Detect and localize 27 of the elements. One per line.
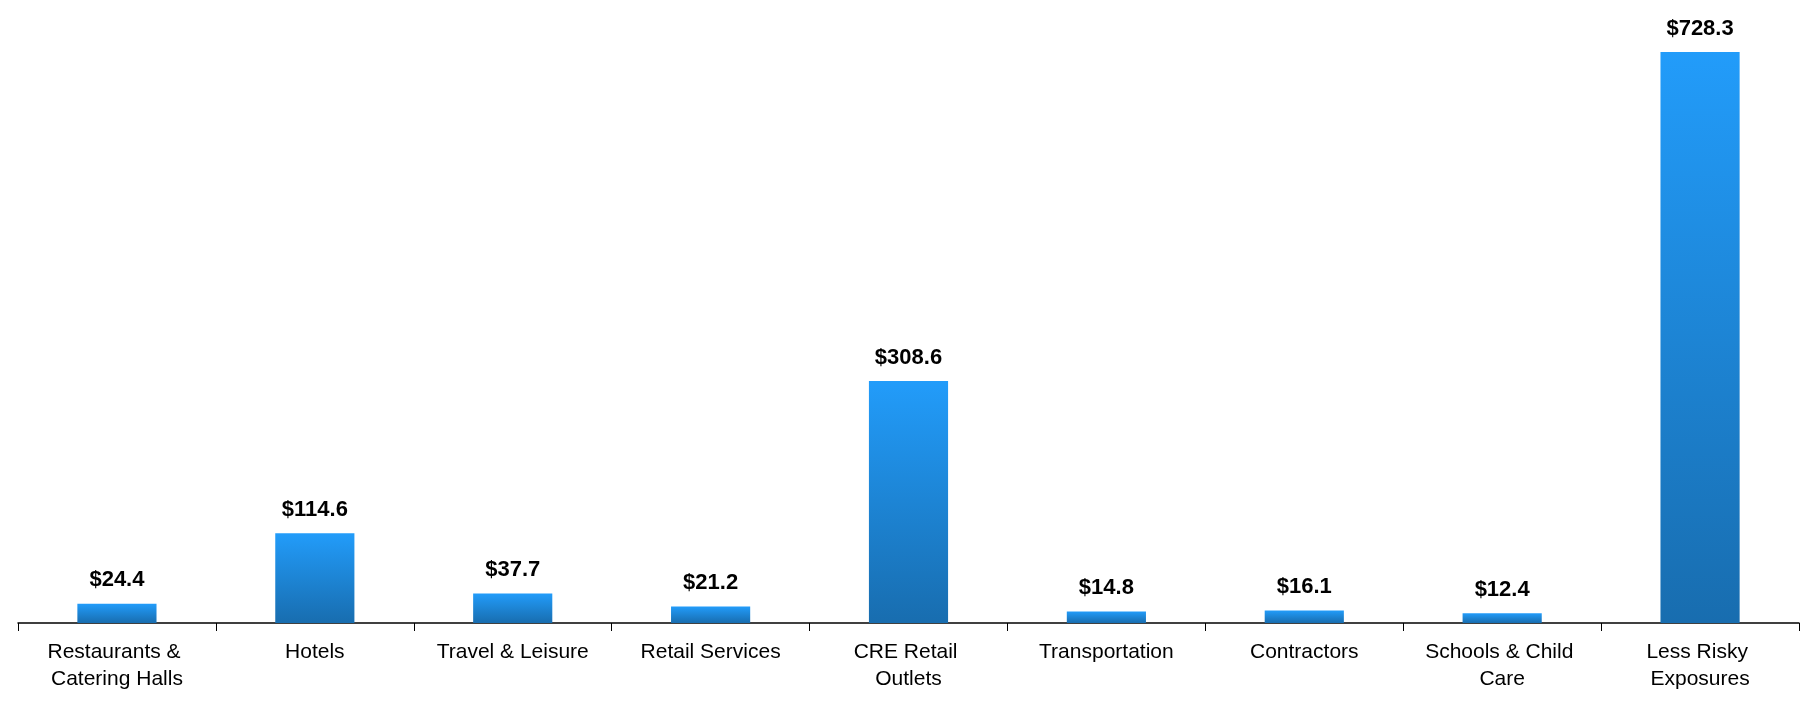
bar	[671, 606, 751, 623]
x-tick-label: Contractors	[1250, 639, 1359, 662]
data-label: $16.1	[1276, 572, 1332, 598]
data-label: $24.4	[89, 566, 146, 592]
x-tick-label: CRE Retail Outlets	[853, 639, 964, 689]
data-label: $14.8	[1078, 573, 1134, 599]
data-label: $37.7	[485, 555, 541, 581]
data-label: $728.3	[1666, 14, 1734, 40]
bar	[868, 381, 949, 623]
data-label: $12.4	[1474, 575, 1531, 601]
x-tick-label: Hotels	[285, 639, 345, 662]
data-label: $21.2	[683, 568, 739, 594]
bar	[1660, 52, 1740, 623]
x-tick-label: Travel & Leisure	[436, 639, 589, 662]
x-tick-label: Retail Services	[640, 639, 781, 662]
bar	[473, 593, 553, 623]
bar	[1066, 611, 1146, 623]
x-tick-label: Restaurants & Catering Halls	[47, 639, 187, 689]
bar	[1264, 610, 1344, 623]
x-tick-label: Less Risky Exposures	[1646, 639, 1754, 689]
bar	[77, 603, 157, 623]
x-tick-label: Schools & Child Care	[1425, 639, 1580, 689]
data-label: $308.6	[874, 343, 943, 369]
bar	[1462, 613, 1542, 623]
bar	[275, 533, 355, 623]
data-label: $114.6	[281, 495, 348, 521]
x-tick-label: Transportation	[1039, 639, 1174, 662]
